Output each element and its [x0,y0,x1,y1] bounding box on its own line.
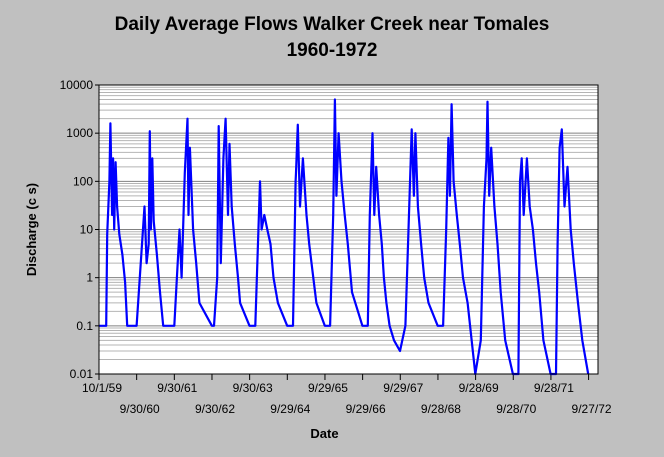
x-axis-label: Date [310,426,338,441]
x-tick-label-lower: 9/27/72 [572,402,612,416]
x-tick-label-upper: 10/1/59 [82,381,122,395]
x-tick-label-lower: 9/28/68 [421,402,461,416]
chart-title: Daily Average Flows Walker Creek near To… [114,14,550,35]
y-tick-label: 1000 [66,126,93,140]
y-tick-label: 0.01 [70,367,94,381]
x-tick-label-lower: 9/28/70 [496,402,536,416]
y-tick-label: 100 [73,174,93,188]
plot-frame [98,84,599,375]
x-tick-label-upper: 9/30/61 [157,381,197,395]
y-axis-label: Discharge (c s) [24,183,39,276]
y-tick-label: 0.1 [76,319,93,333]
y-tick-label: 10000 [60,78,94,92]
x-tick-label-lower: 9/29/64 [270,402,310,416]
x-tick-label-lower: 9/30/60 [120,402,160,416]
y-tick-label: 1 [86,271,93,285]
x-tick-label-lower: 9/29/66 [346,402,386,416]
y-tick-label: 10 [80,223,94,237]
x-tick-label-upper: 9/29/65 [308,381,348,395]
x-tick-label-lower: 9/30/62 [195,402,235,416]
discharge-series-line [99,98,590,376]
x-tick-label-upper: 9/29/67 [383,381,423,395]
x-tick-label-upper: 9/28/71 [534,381,574,395]
x-tick-label-upper: 9/28/69 [459,381,499,395]
x-tick-label-upper: 9/30/63 [233,381,273,395]
chart-subtitle: 1960-1972 [286,40,378,61]
